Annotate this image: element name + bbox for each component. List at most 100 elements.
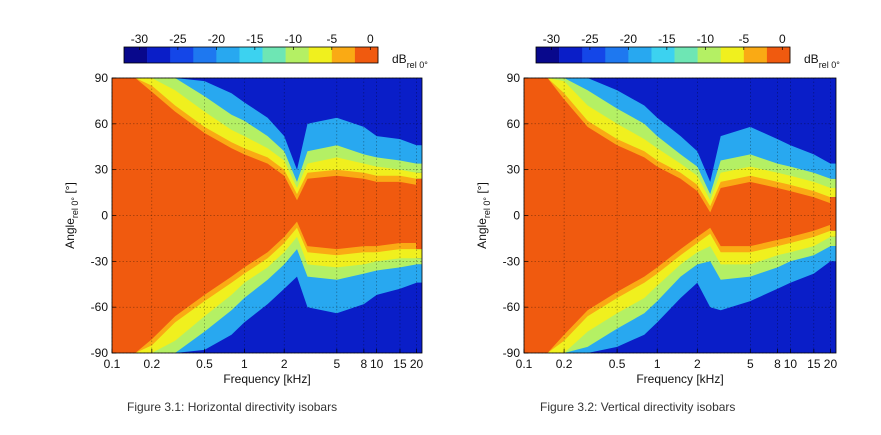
x-tick-label: 10 bbox=[370, 357, 384, 371]
heatmap-edge-cell bbox=[829, 236, 836, 247]
x-tick-label: 2 bbox=[694, 357, 701, 371]
figure-caption-vertical: Figure 3.2: Vertical directivity isobars bbox=[540, 400, 736, 414]
colorbar-band bbox=[697, 47, 722, 63]
colorbar-tick-label: -10 bbox=[285, 32, 303, 46]
x-tick-label: 0.5 bbox=[196, 357, 213, 371]
colorbar-band bbox=[285, 47, 310, 63]
x-tick-label: 2 bbox=[281, 357, 288, 371]
colorbar-tick-label: -5 bbox=[326, 32, 337, 46]
colorbar-frame bbox=[535, 46, 791, 64]
colorbar-band bbox=[743, 47, 768, 63]
heatmap-edge-cell bbox=[829, 163, 836, 179]
heatmap-edge-cell bbox=[416, 249, 422, 259]
heatmap-edge-cell bbox=[829, 178, 836, 188]
colorbar-band bbox=[651, 47, 675, 63]
heatmap-edge-cell bbox=[416, 163, 422, 173]
x-tick-label: 1 bbox=[654, 357, 661, 371]
heatmap-edge-strip bbox=[416, 78, 422, 353]
colorbar-band bbox=[766, 47, 791, 63]
colorbar-tick-label: -20 bbox=[208, 32, 226, 46]
y-tick-label: 90 bbox=[95, 71, 109, 85]
x-tick-label: 8 bbox=[361, 357, 368, 371]
colorbar-tick-label: -30 bbox=[543, 32, 561, 46]
y-tick-label: 0 bbox=[101, 209, 108, 223]
colorbar-tick-label: -10 bbox=[697, 32, 715, 46]
heatmap-edge-cell bbox=[829, 188, 836, 198]
colorbar-tick-label: -25 bbox=[169, 32, 187, 46]
x-tick-label: 0.5 bbox=[609, 357, 626, 371]
heatmap-edge-cell bbox=[416, 258, 422, 265]
colorbar-band bbox=[193, 47, 217, 63]
y-tick-label: -60 bbox=[91, 300, 109, 314]
heatmap-edge-cell bbox=[416, 172, 422, 179]
isobar-region-0db bbox=[524, 78, 831, 353]
colorbar-unit-label: dBrel 0° bbox=[392, 52, 428, 70]
colorbar-band bbox=[559, 47, 583, 63]
colorbar-band bbox=[582, 47, 606, 63]
figure-caption-horizontal: Figure 3.1: Horizontal directivity isoba… bbox=[127, 400, 338, 414]
x-tick-label: 15 bbox=[807, 357, 821, 371]
x-tick-label: 10 bbox=[784, 357, 798, 371]
y-axis: -90 -60 -30 0 30 60 90 Anglerel 0° [°] bbox=[475, 71, 528, 360]
isobar-region-0db bbox=[112, 78, 417, 353]
colorbar-band bbox=[147, 47, 171, 63]
y-tick-label: 0 bbox=[513, 209, 520, 223]
colorbar-band bbox=[308, 47, 333, 63]
y-tick-label: 30 bbox=[507, 163, 521, 177]
x-tick-label: 8 bbox=[774, 357, 781, 371]
heatmap-edge-cell bbox=[416, 264, 422, 283]
x-tick-label: 0.2 bbox=[143, 357, 160, 371]
heatmap-edge-cell bbox=[416, 145, 422, 164]
colorbar-band bbox=[720, 47, 745, 63]
x-tick-label: 0.1 bbox=[104, 357, 121, 371]
colorbar-tick-label: 0 bbox=[367, 32, 374, 46]
y-tick-label: 60 bbox=[507, 117, 521, 131]
colorbar-tick-label: -20 bbox=[620, 32, 638, 46]
colorbar-tick-label: -25 bbox=[581, 32, 599, 46]
y-tick-label: -90 bbox=[91, 346, 109, 360]
y-tick-label: 90 bbox=[507, 71, 521, 85]
colorbar-band bbox=[124, 47, 148, 63]
colorbar-unit-label: dBrel 0° bbox=[804, 52, 840, 70]
colorbar-band bbox=[605, 47, 629, 63]
colorbar-band bbox=[170, 47, 194, 63]
x-tick-label: 15 bbox=[393, 357, 407, 371]
x-tick-label: 5 bbox=[747, 357, 754, 371]
heatmap-edge-cell bbox=[829, 246, 836, 262]
colorbar-tick-label: -15 bbox=[246, 32, 264, 46]
colorbar-tick-label: 0 bbox=[779, 32, 786, 46]
x-axis-label: Frequency [kHz] bbox=[636, 372, 723, 386]
colorbar-band bbox=[536, 47, 560, 63]
colorbar: -30 -25 -20 -15 -10 -5 0 dBrel 0° bbox=[123, 32, 428, 70]
colorbar-band bbox=[354, 47, 379, 63]
colorbar-band bbox=[262, 47, 286, 63]
x-tick-label: 20 bbox=[824, 357, 838, 371]
colorbar-tick-label: -15 bbox=[658, 32, 676, 46]
colorbar-band bbox=[216, 47, 240, 63]
heatmap-edge-cell bbox=[416, 282, 422, 353]
colorbar-tick-label: -30 bbox=[131, 32, 149, 46]
colorbar-band bbox=[628, 47, 652, 63]
y-axis-label: Anglerel 0° [°] bbox=[63, 182, 80, 249]
y-tick-label: -30 bbox=[91, 254, 109, 268]
x-axis-label: Frequency [kHz] bbox=[223, 372, 310, 386]
y-tick-label: -90 bbox=[503, 346, 521, 360]
y-axis-label: Anglerel 0° [°] bbox=[475, 182, 492, 249]
x-tick-label: 1 bbox=[241, 357, 248, 371]
x-axis: 0.1 0.2 0.5 1 2 5 8 10 15 20 Frequency [kHz] bbox=[104, 349, 424, 386]
heatmap-edge-cell bbox=[829, 78, 836, 164]
heatmap-edge-cell bbox=[829, 230, 836, 237]
y-tick-label: 60 bbox=[95, 117, 109, 131]
colorbar-band bbox=[674, 47, 698, 63]
colorbar: -30 -25 -20 -15 -10 -5 0 dBrel 0° bbox=[535, 32, 840, 70]
heatmap-edge-cell bbox=[416, 178, 422, 250]
colorbar-frame bbox=[123, 46, 379, 64]
y-tick-label: -30 bbox=[503, 254, 521, 268]
y-axis: -90 -60 -30 0 30 60 90 Anglerel 0° [°] bbox=[63, 71, 116, 360]
heatmap-edge-cell bbox=[829, 197, 836, 231]
colorbar-band bbox=[331, 47, 356, 63]
